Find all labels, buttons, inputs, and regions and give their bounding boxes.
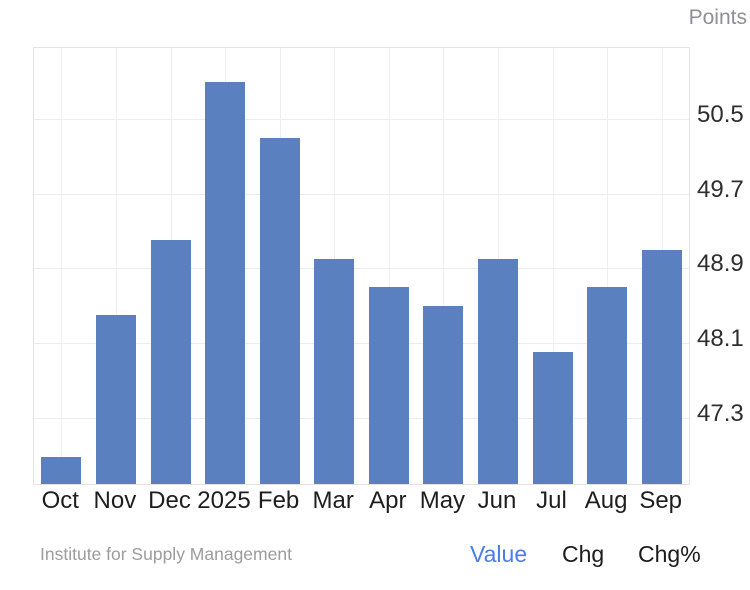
vertical-gridline	[388, 48, 390, 484]
mode-chg-button[interactable]: Chg	[562, 541, 605, 567]
mode-value-button[interactable]: Value	[470, 541, 528, 567]
horizontal-gridline	[34, 119, 689, 120]
bar-sep[interactable]	[641, 249, 682, 484]
bar-aug[interactable]	[587, 287, 628, 484]
x-axis-label: Feb	[257, 487, 300, 514]
horizontal-gridline	[34, 193, 689, 195]
horizontal-gridline	[34, 417, 689, 419]
y-axis-unit-label: Points	[688, 6, 747, 29]
mode-switcher: Value Chg Chg%	[0, 541, 750, 571]
bar-apr[interactable]	[368, 287, 409, 484]
vertical-gridline	[607, 48, 609, 484]
vertical-gridline	[552, 48, 554, 484]
horizontal-gridline	[34, 343, 689, 344]
y-tick-label: 47.3	[697, 399, 744, 427]
vertical-gridline	[61, 48, 63, 484]
x-axis-label: Aug	[584, 487, 628, 514]
bar-nov[interactable]	[95, 315, 136, 484]
horizontal-gridline	[34, 268, 689, 270]
x-axis-label: Sep	[639, 487, 683, 514]
bar-dec[interactable]	[150, 240, 191, 484]
source-label: Institute for Supply Management	[40, 544, 292, 564]
vertical-gridline	[115, 48, 117, 484]
y-tick-label: 49.7	[697, 175, 744, 203]
bar-may[interactable]	[423, 305, 464, 484]
x-axis-label: Oct	[41, 487, 79, 514]
bar-feb[interactable]	[259, 137, 300, 484]
vertical-gridline	[443, 48, 445, 484]
x-axis-label: Nov	[93, 487, 137, 514]
plot-area	[33, 47, 690, 485]
bar-oct[interactable]	[41, 457, 82, 484]
mode-chgpct-button[interactable]: Chg%	[638, 541, 701, 567]
bar-2025[interactable]	[205, 81, 245, 484]
x-axis-label: Mar	[312, 487, 354, 514]
bar-jun[interactable]	[478, 259, 518, 484]
x-axis-label: Jun	[477, 487, 517, 514]
x-axis-labels: Oct Nov Dec 2025 Feb Mar Apr May Jun Jul Aug Sep	[33, 488, 690, 516]
x-axis-label: 2025	[197, 487, 251, 514]
x-axis-label: Dec	[148, 487, 191, 514]
x-axis-label: Jul	[536, 487, 567, 514]
x-axis-label: May	[419, 487, 466, 514]
y-tick-label: 50.5	[697, 101, 744, 128]
bar-jul[interactable]	[532, 352, 573, 484]
y-tick-label: 48.9	[697, 250, 744, 278]
bar-mar[interactable]	[314, 259, 355, 484]
y-tick-label: 48.1	[697, 325, 744, 352]
x-axis-label: Apr	[369, 487, 407, 514]
